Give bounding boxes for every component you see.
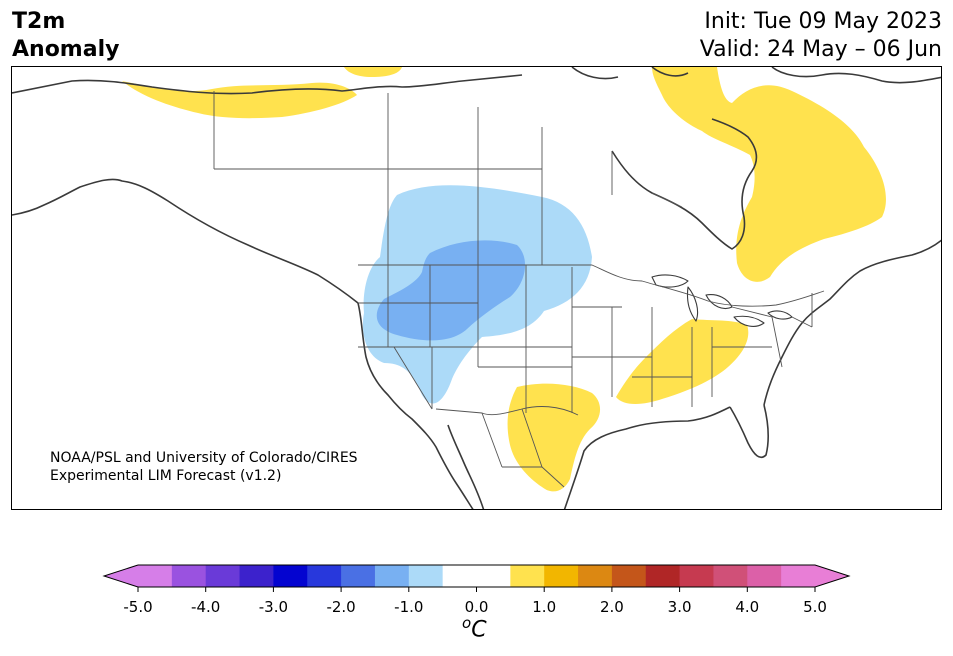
forecast-dates: Init: Tue 09 May 2023 Valid: 24 May – 06…: [700, 8, 942, 64]
colorbar-tick-label: 1.0: [532, 598, 556, 616]
border: [481, 408, 565, 488]
colorbar-cell: [476, 565, 511, 587]
colorbar-cell: [138, 565, 173, 587]
warm-anomaly-region: [616, 319, 749, 404]
colorbar-tick-label: 0.0: [465, 598, 489, 616]
colorbar-tick-label: -3.0: [259, 598, 288, 616]
border: [435, 406, 579, 416]
colorbar-tick-label: 5.0: [803, 598, 827, 616]
colorbar-cell: [645, 565, 681, 587]
colorbar-cell: [307, 565, 342, 587]
coastline: [447, 424, 485, 509]
colorbar-tick-label: -5.0: [123, 598, 152, 616]
colorbar-ticks: -5.0 -4.0 -3.0 -2.0 -1.0 0.0 1.0 2.0 3.0 4.0 5.0: [123, 587, 827, 616]
variable-label: T2m: [12, 9, 66, 34]
credit-line-2: Experimental LIM Forecast (v1.2): [50, 468, 282, 484]
border: [358, 264, 825, 307]
warm-anomaly-region: [122, 81, 357, 119]
colorbar-cell: [442, 565, 477, 587]
colorbar-cell: [205, 565, 241, 587]
border: [214, 93, 683, 265]
colorbar-cell: [171, 565, 207, 587]
coastline: [571, 67, 941, 84]
colorbar-cell: [341, 565, 376, 587]
coastline: [12, 178, 474, 509]
unit-degree: o: [462, 614, 472, 632]
colorbar-cell: [544, 565, 579, 587]
unit-celsius: C: [471, 617, 487, 643]
colorbar-min-extension: [104, 565, 138, 587]
north-america-map: [12, 67, 941, 509]
credit-text: NOAA/PSL and University of Colorado/CIRE…: [50, 449, 358, 485]
colorbar-cell: [578, 565, 613, 587]
colorbar-cell: [510, 565, 545, 587]
coastline: [563, 406, 731, 509]
colorbar-cell: [611, 565, 647, 587]
colorbar-cell: [781, 565, 816, 587]
colorbar-cell: [408, 565, 444, 587]
political-boundaries: [213, 91, 825, 488]
colorbar-cell: [747, 565, 782, 587]
colorbar-cell: [713, 565, 748, 587]
warm-anomaly-region: [507, 383, 601, 492]
credit-line-1: NOAA/PSL and University of Colorado/CIRE…: [50, 450, 358, 466]
warm-anomaly-region: [652, 67, 886, 282]
colorbar-tick-label: -1.0: [394, 598, 423, 616]
colorbar-max-extension: [815, 565, 849, 587]
geographic-outlines: [12, 67, 941, 509]
colorbar-unit: oC: [462, 614, 487, 642]
map-panel: NOAA/PSL and University of Colorado/CIRE…: [11, 66, 942, 510]
colorbar-tick-label: 3.0: [668, 598, 692, 616]
colorbar-tick-label: 4.0: [735, 598, 759, 616]
warm-anomaly-region: [344, 67, 402, 77]
coastline: [12, 74, 523, 95]
coastline: [729, 404, 769, 459]
coastline: [763, 239, 941, 406]
field-label: Anomaly: [12, 37, 120, 62]
colorbar-tick-label: -4.0: [191, 598, 220, 616]
valid-range: Valid: 24 May – 06 Jun: [699, 37, 942, 62]
map-title: T2m Anomaly: [12, 8, 119, 64]
colorbar-tick-label: -2.0: [326, 598, 355, 616]
init-date: Init: Tue 09 May 2023: [704, 9, 942, 34]
colorbar-cells: [138, 565, 816, 587]
colorbar-cell: [374, 565, 410, 587]
colorbar-cell: [239, 565, 274, 587]
colorbar-tick-label: 2.0: [600, 598, 624, 616]
colorbar-cell: [679, 565, 714, 587]
colorbar-cell: [273, 565, 308, 587]
border: [358, 265, 813, 413]
